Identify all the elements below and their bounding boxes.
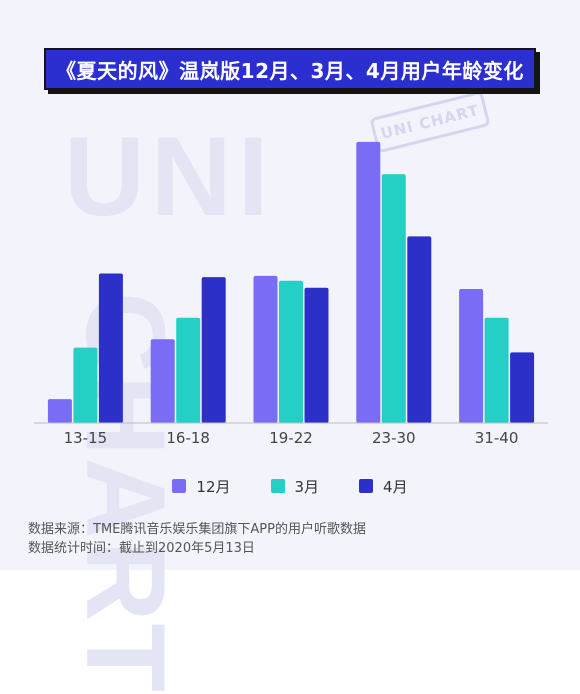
legend-swatch-3 — [270, 479, 285, 493]
bar-19-22-12月 — [253, 275, 278, 423]
legend-label-3: 3月 — [294, 477, 320, 496]
legend-label-12: 12月 — [196, 477, 231, 496]
legend-label-4: 4月 — [383, 477, 408, 496]
bar-23-30-3月 — [381, 174, 406, 423]
bar-16-18-4月 — [201, 277, 226, 423]
chart-title: 《夏天的风》温岚版12月、3月、4月用户年龄变化 — [44, 48, 536, 90]
bar-31-40-3月 — [484, 317, 509, 423]
legend-item-12: 12月 — [172, 474, 231, 498]
x-tick-label: 13-15 — [64, 429, 108, 447]
data-date-note: 数据统计时间：截止到2020年5月13日 — [28, 541, 255, 556]
x-tick-label: 16-18 — [166, 429, 210, 447]
legend-item-4: 4月 — [359, 474, 408, 498]
x-tick-label: 23-30 — [372, 429, 416, 447]
bar-13-15-3月 — [73, 347, 98, 423]
data-source-note: 数据来源：TME腾讯音乐娱乐集团旗下APP的用户听歌数据 — [28, 522, 366, 537]
bar-16-18-12月 — [150, 339, 175, 423]
bar-31-40-12月 — [459, 289, 484, 423]
bar-19-22-3月 — [279, 280, 303, 423]
x-tick-label: 31-40 — [475, 429, 519, 447]
bar-31-40-4月 — [510, 352, 535, 423]
chart-title-text: 《夏天的风》温岚版12月、3月、4月用户年龄变化 — [56, 58, 524, 83]
bar-13-15-12月 — [47, 399, 72, 423]
x-tick-label: 19-22 — [269, 429, 313, 447]
legend-swatch-4 — [359, 479, 374, 493]
legend-swatch-12 — [172, 479, 187, 493]
legend-item-3: 3月 — [270, 474, 320, 498]
legend: 12月 3月 4月 — [0, 474, 580, 498]
bar-chart: 13-15 16-18 19-22 23-30 31-40 — [34, 141, 548, 447]
bar-23-30-12月 — [356, 141, 381, 423]
bar-23-30-4月 — [407, 236, 432, 423]
bar-16-18-3月 — [176, 317, 201, 423]
bar-19-22-4月 — [304, 287, 329, 423]
bar-13-15-4月 — [98, 273, 123, 423]
watermark-uni: UNI — [64, 114, 275, 239]
